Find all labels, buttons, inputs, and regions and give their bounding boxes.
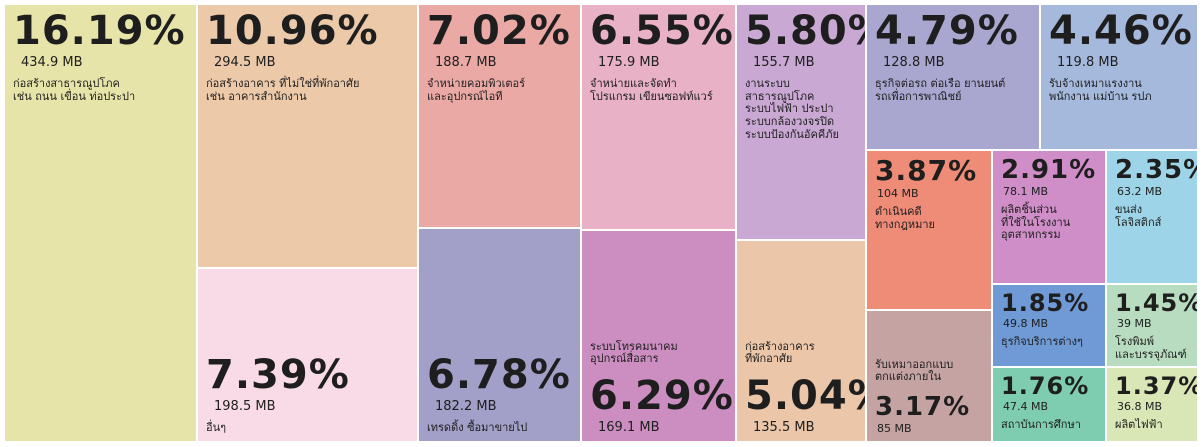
value-label: 2.35% [1115, 155, 1197, 185]
category-label: ระบบโทรคมนาคม อุปกรณ์สื่อสาร [590, 339, 678, 366]
category-label: จำหน่ายคอมพิวเตอร์ และอุปกรณ์ไอที [427, 77, 526, 103]
tile: 10.96% 294.5 MB ก่อสร้างอาคาร ที่ไม่ใช่ที่… [198, 5, 417, 267]
value-label: 4.46% [1049, 8, 1193, 54]
category-label: รับจ้างเหมาแรงงาน พนักงาน แม่บ้าน รปภ [1049, 77, 1152, 103]
tile: 3.87% 104 MB ดำเนินคดี ทางกฎหมาย [867, 151, 991, 309]
tile: 2.35%63.2 MB ขนส่ง โลจิสติกส์ [1107, 151, 1197, 283]
value-label: 7.02% [427, 8, 571, 54]
size-label: 78.1 MB [1003, 185, 1049, 198]
category-label: ดำเนินคดี ทางกฎหมาย [875, 205, 935, 231]
category-label: งานระบบ สาธารณูปโภค ระบบไฟฟ้า ประปา ระบบ… [745, 77, 839, 141]
size-label: 63.2 MB [1117, 185, 1163, 198]
tile: 4.79% 128.8 MB ธุรกิจต่อรถ ต่อเรือ ยานยนต์… [867, 5, 1039, 149]
value-label: 7.39% [206, 352, 350, 399]
value-label: 3.87% [875, 154, 978, 187]
tile: ระบบโทรคมนาคม อุปกรณ์สื่อสาร 6.29% 169.1 M… [582, 231, 735, 441]
value-label: 3.17% [875, 392, 971, 422]
category-label: สถาบันการศึกษา [1001, 418, 1081, 431]
value-label: 6.78% [427, 352, 571, 399]
size-label: 39 MB [1117, 317, 1152, 330]
value-label: 1.37% [1115, 372, 1197, 400]
size-label: 135.5 MB [753, 420, 815, 435]
size-label: 119.8 MB [1057, 55, 1119, 70]
category-label: ก่อสร้างอาคาร ที่ไม่ใช่ที่พักอาศัย เช่น … [206, 77, 360, 103]
tile: 6.78% 182.2 MB เทรดดิ้ง ซื้อมาขายไป [419, 229, 580, 441]
tile: 1.45% 39 MB โรงพิมพ์ และบรรจุภัณฑ์ [1107, 285, 1197, 366]
tile: 1.76% 47.4 MB สถาบันการศึกษา [993, 368, 1105, 441]
size-label: 175.9 MB [598, 55, 660, 70]
value-label: 6.29% [590, 373, 734, 419]
size-label: 188.7 MB [435, 55, 497, 70]
size-label: 128.8 MB [883, 55, 945, 70]
tile: 4.46% 119.8 MB รับจ้างเหมาแรงงาน พนักงาน แ… [1041, 5, 1197, 149]
size-label: 169.1 MB [598, 420, 660, 435]
value-label: 6.55% [590, 8, 734, 54]
tile: 7.02% 188.7 MB จำหน่ายคอมพิวเตอร์ และอุปกร… [419, 5, 580, 227]
value-label: 16.19% [13, 8, 186, 54]
value-label: 4.79% [875, 8, 1019, 54]
category-label: ขนส่ง โลจิสติกส์ [1115, 203, 1162, 229]
category-label: ก่อสร้างสาธารณูปโภค เช่น ถนน เขื่อน ท่อป… [13, 77, 136, 103]
size-label: 198.5 MB [214, 399, 276, 415]
size-label: 36.8 MB [1117, 400, 1163, 413]
category-label: จำหน่ายและจัดทำ โปรแกรม เขียนซอฟท์แวร์ [590, 77, 713, 103]
size-label: 85 MB [877, 422, 912, 435]
value-label: 2.91% [1001, 155, 1097, 185]
value-label: 5.80% [745, 8, 865, 54]
category-label: รับเหมาออกแบบ ตกแต่งภายใน [875, 357, 954, 384]
category-label: เทรดดิ้ง ซื้อมาขายไป [427, 421, 528, 435]
tile: 1.85% 49.8 MB ธุรกิจบริการต่างๆ [993, 285, 1105, 366]
category-label: ธุรกิจต่อรถ ต่อเรือ ยานยนต์ รถเพื่อการพา… [875, 77, 1006, 103]
category-label: ผลิตชิ้นส่วน ที่ใช้ในโรงงาน อุตสาหกรรม [1001, 203, 1071, 242]
size-label: 47.4 MB [1003, 400, 1049, 413]
value-label: 10.96% [206, 8, 379, 54]
size-label: 49.8 MB [1003, 317, 1049, 330]
category-label: ธุรกิจบริการต่างๆ [1001, 335, 1083, 348]
category-label: ก่อสร้างอาคาร ที่พักอาศัย [745, 339, 815, 366]
size-label: 104 MB [877, 187, 919, 200]
tile: 7.39% 198.5 MB อื่นๆ [198, 269, 417, 441]
value-label: 1.45% [1115, 289, 1197, 317]
tile: 5.80%155.7 MB งานระบบ สาธารณูปโภค ระบบไฟฟ… [737, 5, 865, 239]
tile: รับเหมาออกแบบ ตกแต่งภายใน 3.17% 85 MB [867, 311, 991, 441]
size-label: 434.9 MB [21, 55, 83, 70]
value-label: 5.04% [745, 373, 865, 419]
size-label: 294.5 MB [214, 55, 276, 70]
size-label: 182.2 MB [435, 399, 497, 415]
tile: 2.91% 78.1 MB ผลิตชิ้นส่วน ที่ใช้ในโรงงาน … [993, 151, 1105, 283]
category-label: ผลิตไฟฟ้า [1115, 418, 1163, 431]
tile: ก่อสร้างอาคาร ที่พักอาศัย 5.04%135.5 MB [737, 241, 865, 441]
size-label: 155.7 MB [753, 55, 815, 70]
value-label: 1.76% [1001, 372, 1090, 400]
category-label: อื่นๆ [206, 421, 227, 435]
tile: 6.55% 175.9 MB จำหน่ายและจัดทำ โปรแกรม เขี… [582, 5, 735, 229]
category-label: โรงพิมพ์ และบรรจุภัณฑ์ [1115, 335, 1187, 361]
tile: 1.37% 36.8 MB ผลิตไฟฟ้า [1107, 368, 1197, 441]
tile: 16.19% 434.9 MB ก่อสร้างสาธารณูปโภค เช่น ถ… [5, 5, 196, 441]
value-label: 1.85% [1001, 289, 1090, 317]
